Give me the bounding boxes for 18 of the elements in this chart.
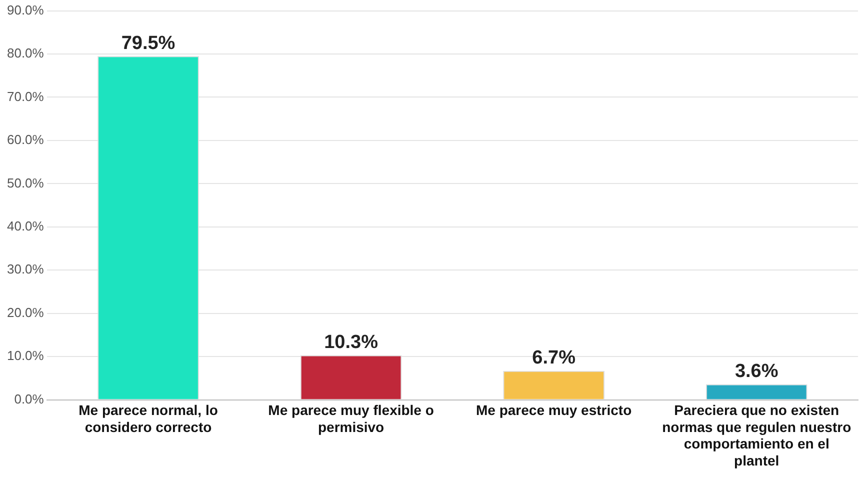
x-tick-label: Me parece normal, lo considero correcto bbox=[78, 402, 218, 435]
y-tick-label: 50.0% bbox=[6, 175, 44, 190]
y-tick-label: 40.0% bbox=[6, 218, 44, 234]
y-tick-label: 30.0% bbox=[6, 262, 44, 277]
data-label: 6.7% bbox=[532, 348, 576, 369]
y-tick-label: 80.0% bbox=[6, 46, 44, 61]
y-tick-label: 90.0% bbox=[6, 2, 44, 18]
y-tick-label: 10.0% bbox=[6, 348, 44, 364]
y-tick-label: 60.0% bbox=[6, 132, 44, 148]
data-label: 10.3% bbox=[324, 332, 378, 354]
y-tick-label: 20.0% bbox=[6, 304, 44, 320]
x-tick-label: Me parece muy flexible o permisivo bbox=[268, 402, 434, 435]
y-tick-label: 0.0% bbox=[14, 391, 44, 406]
x-tick-label: Pareciera que no existen normas que regulen nuestro comportamiento en el plantel bbox=[662, 402, 852, 468]
y-tick-label: 70.0% bbox=[6, 88, 44, 104]
data-label: 79.5% bbox=[121, 32, 176, 54]
data-label: 3.6% bbox=[734, 360, 778, 382]
x-tick-label: Me parece muy estricto bbox=[476, 402, 632, 418]
